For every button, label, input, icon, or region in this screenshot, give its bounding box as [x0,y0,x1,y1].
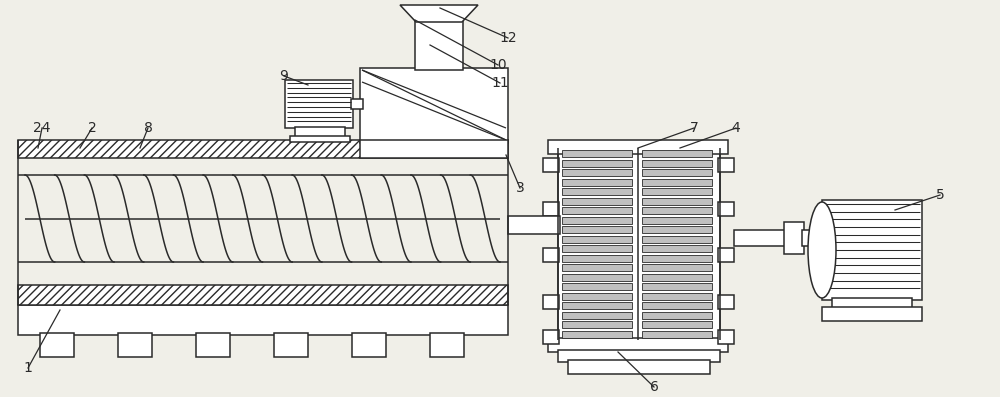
Bar [562,169,632,176]
Bar [562,302,632,309]
Bar [543,158,559,172]
Bar [18,140,508,158]
Bar [718,202,734,216]
Bar [548,140,728,154]
Text: 7: 7 [690,121,698,135]
Bar [543,330,559,344]
Bar [642,302,712,309]
Bar [568,360,710,374]
Bar [562,330,632,337]
Bar [562,312,632,318]
Bar [543,295,559,309]
Bar [642,235,712,243]
Bar [295,127,345,137]
Bar [822,307,922,321]
Text: 1: 1 [24,361,32,375]
Bar [822,200,922,300]
Bar [562,245,632,252]
Bar [543,248,559,262]
Bar [508,216,560,234]
Polygon shape [400,5,478,22]
Bar [562,179,632,185]
Bar [360,140,508,158]
Text: 9: 9 [280,69,288,83]
Bar [642,226,712,233]
Bar [562,197,632,204]
Bar [415,20,463,70]
Bar [558,350,720,362]
Bar [642,312,712,318]
Bar [548,338,728,352]
Text: 2: 2 [88,121,96,135]
Bar [642,216,712,224]
Bar [642,179,712,185]
Text: 12: 12 [499,31,517,45]
Bar [285,80,353,128]
Bar [802,230,824,246]
Bar [562,293,632,299]
Bar [430,333,464,357]
Bar [562,207,632,214]
Bar [562,216,632,224]
Bar [642,283,712,290]
Text: 6: 6 [650,380,658,394]
Bar [562,150,632,157]
Bar [543,202,559,216]
Bar [642,160,712,166]
Bar [558,148,720,340]
Bar [642,197,712,204]
Bar [562,321,632,328]
Bar [642,207,712,214]
Bar [562,264,632,271]
Bar [642,264,712,271]
Bar [642,321,712,328]
Bar [562,235,632,243]
Bar [562,283,632,290]
Bar [118,333,152,357]
Bar [642,274,712,281]
Bar [642,169,712,176]
Text: 5: 5 [936,188,944,202]
Bar [562,188,632,195]
Bar [352,333,386,357]
Bar [290,136,350,142]
Text: 4: 4 [732,121,740,135]
Bar [562,274,632,281]
Text: 24: 24 [33,121,51,135]
Bar [360,68,508,143]
Bar [642,293,712,299]
Bar [274,333,308,357]
Bar [562,254,632,262]
Bar [562,226,632,233]
Text: 11: 11 [491,76,509,90]
Bar [734,230,786,246]
Bar [832,298,912,308]
Bar [642,330,712,337]
Bar [40,333,74,357]
Text: 8: 8 [144,121,152,135]
Bar [18,285,508,305]
Bar [718,330,734,344]
Bar [351,99,363,109]
Bar [642,188,712,195]
Bar [784,222,804,254]
Bar [718,248,734,262]
Bar [642,245,712,252]
Bar [718,158,734,172]
Bar [196,333,230,357]
Bar [642,254,712,262]
Bar [642,150,712,157]
Bar [562,160,632,166]
Bar [718,295,734,309]
Text: 3: 3 [516,181,524,195]
Bar [18,305,508,335]
Text: 10: 10 [489,58,507,72]
Ellipse shape [808,202,836,298]
